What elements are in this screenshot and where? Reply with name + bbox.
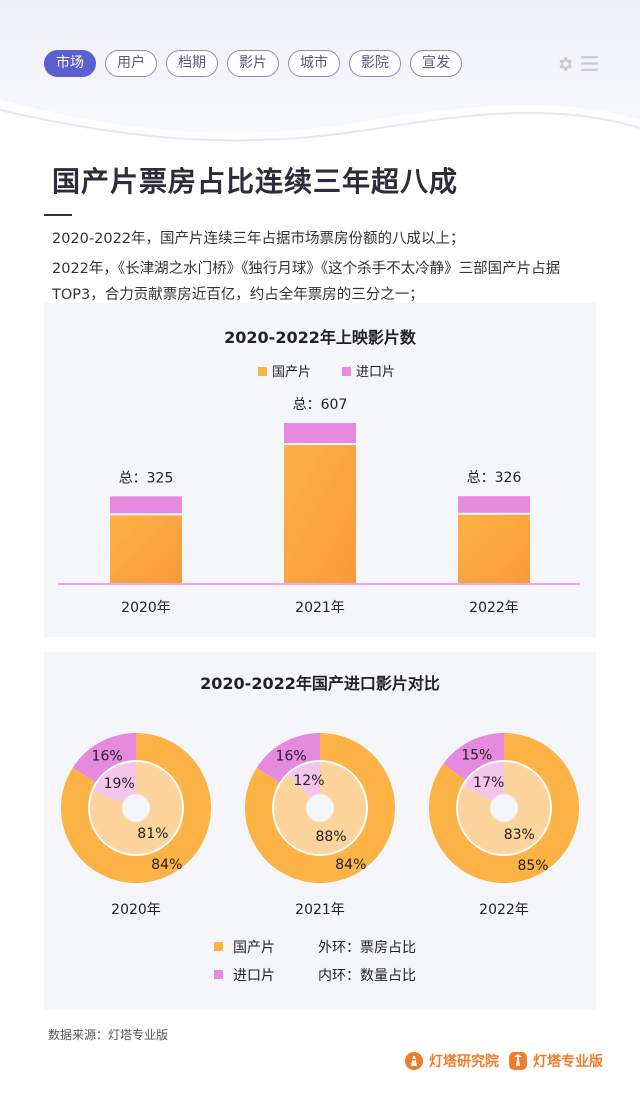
inner-imported-pct-1: 12% — [293, 773, 324, 789]
chart-title: 2020-2022年国产进口影片对比 — [200, 674, 440, 693]
legend-swatch-1 — [342, 367, 351, 376]
legend-imported-label: 进口片 — [233, 968, 275, 984]
chart-title: 2020-2022年上映影片数 — [224, 328, 417, 347]
outer-slice-domestic-1 — [244, 733, 395, 883]
inner-imported-pct-0: 19% — [104, 776, 135, 792]
lighthouse-app-icon — [509, 1052, 527, 1070]
inner-domestic-pct-0: 81% — [137, 826, 168, 842]
intro-paragraph: 2022年，《长津湖之水门桥》《独行月球》《这个杀手不太冷静》三部国产片占据TO… — [52, 261, 561, 303]
legend-inner-ring: 内环：数量占比 — [318, 968, 416, 984]
bar-total-label: 总：325 — [119, 470, 174, 486]
legend-imported-swatch — [214, 970, 223, 979]
inner-slice-domestic-2 — [458, 762, 550, 854]
tab-5[interactable]: 影院 — [349, 50, 401, 77]
x-tick-label: 2022年 — [469, 600, 519, 616]
bar-imported-0 — [110, 496, 182, 514]
outer-slice-domestic-2 — [429, 733, 579, 883]
outer-slice-imported-2 — [443, 733, 504, 780]
category-tabs: 市场 用户 档期 影片 城市 影院 宣发 — [44, 50, 462, 77]
outer-domestic-pct-0: 84% — [151, 857, 182, 873]
legend-label: 进口片 — [356, 365, 395, 380]
lighthouse-logo-icon — [405, 1052, 423, 1070]
legend-label: 国产片 — [272, 365, 311, 380]
domestic-imported-donut-charts: 2020-2022年国产进口影片对比 84% 16% 81% 19% 2020年 84% 16… — [60, 674, 579, 984]
legend-domestic-swatch — [214, 942, 223, 951]
bar-domestic-0 — [110, 515, 182, 583]
bar-imported-2 — [458, 496, 530, 513]
donut-year-label: 2021年 — [295, 902, 345, 918]
tab-2[interactable]: 档期 — [166, 50, 218, 77]
outer-imported-pct-0: 16% — [92, 748, 123, 764]
outer-slice-domestic-0 — [60, 733, 212, 883]
outer-slice-imported-1 — [256, 733, 320, 783]
inner-imported-pct-2: 17% — [473, 775, 504, 791]
legend-outer-ring: 外环：票房占比 — [318, 940, 416, 956]
bar-imported-1 — [284, 423, 356, 444]
donut-year-label: 2020年 — [111, 902, 161, 918]
bar-total-label: 总：607 — [293, 397, 348, 413]
gear-icon[interactable] — [556, 55, 574, 73]
data-source-note: 数据来源：灯塔专业版 — [48, 1028, 169, 1042]
domestic-imported-comparison-panel: 2020-2022年国产进口影片对比 84% 16% 81% 19% 2020年 84% 16… — [44, 652, 596, 1010]
brand-pro-app: 灯塔专业版 — [508, 1051, 603, 1071]
outer-imported-pct-2: 15% — [461, 748, 492, 764]
tab-1[interactable]: 用户 — [105, 50, 157, 77]
legend-swatch-0 — [258, 367, 267, 376]
inner-slice-domestic-1 — [274, 762, 367, 854]
brand-research-institute: 灯塔研究院 — [404, 1051, 499, 1071]
outer-slice-imported-0 — [72, 733, 136, 783]
tab-4[interactable]: 城市 — [288, 50, 340, 77]
legend-domestic-label: 国产片 — [233, 940, 275, 956]
inner-slice-imported-1 — [288, 762, 320, 798]
outer-domestic-pct-2: 85% — [517, 858, 548, 874]
x-tick-label: 2020年 — [121, 600, 171, 616]
brand-left-label: 灯塔研究院 — [429, 1054, 499, 1070]
inner-domestic-pct-2: 83% — [504, 827, 535, 843]
ring-separator — [272, 760, 368, 856]
inner-slice-domestic-0 — [90, 762, 182, 854]
title-divider — [44, 214, 72, 216]
bar-domestic-1 — [284, 445, 356, 583]
tab-3[interactable]: 影片 — [227, 50, 279, 77]
brand-right-label: 灯塔专业版 — [533, 1054, 603, 1070]
bar-domestic-2 — [458, 514, 530, 583]
bar-total-label: 总：326 — [467, 470, 522, 486]
intro-paragraph: 2020-2022年，国产片连续三年占据市场票房份额的八成以上； — [52, 231, 465, 247]
intro-text: 2020-2022年，国产片连续三年占据市场票房份额的八成以上； 2022年，《… — [52, 226, 597, 312]
page-title: 国产片票房占比连续三年超八成 — [52, 165, 459, 198]
tab-0[interactable]: 市场 — [44, 50, 96, 77]
donut-year-label: 2022年 — [479, 902, 529, 918]
tab-6[interactable]: 宣发 — [410, 50, 462, 77]
ring-separator — [456, 760, 552, 856]
outer-imported-pct-1: 16% — [276, 748, 307, 764]
x-tick-label: 2021年 — [295, 600, 345, 616]
inner-slice-imported-2 — [463, 762, 504, 802]
hamburger-menu-icon[interactable] — [581, 55, 598, 72]
ring-separator — [88, 760, 184, 856]
films-released-chart-panel: 2020-2022年上映影片数国产片 进口片总：325 2020年 总：607 2021… — [44, 303, 596, 637]
outer-domestic-pct-1: 84% — [335, 857, 366, 873]
inner-slice-imported-0 — [93, 762, 136, 803]
inner-domestic-pct-1: 88% — [315, 829, 346, 845]
